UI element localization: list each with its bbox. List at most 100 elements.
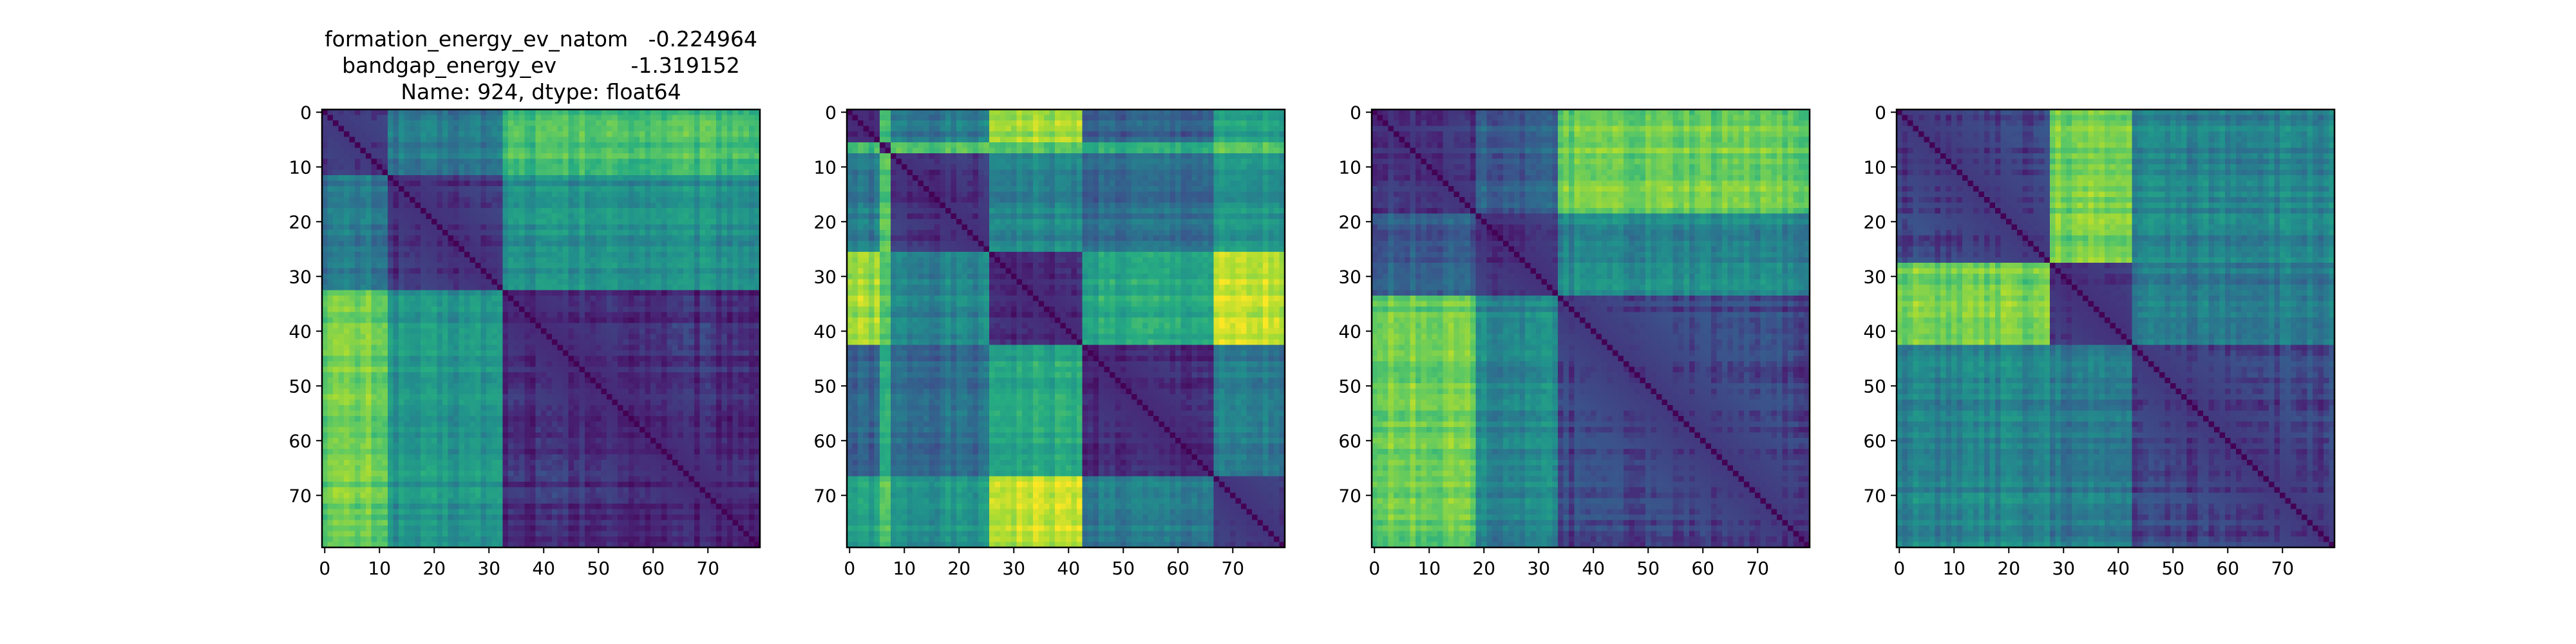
- heatmap-cell: [464, 350, 470, 356]
- heatmap-cell: [639, 350, 645, 356]
- heatmap-cell: [344, 115, 350, 121]
- heatmap-cell: [700, 317, 706, 323]
- heatmap-cell: [344, 247, 350, 252]
- heatmap-cell: [563, 175, 569, 181]
- heatmap-cell: [355, 422, 361, 428]
- heatmap-cell: [694, 422, 700, 428]
- heatmap-cell: [618, 296, 623, 301]
- heatmap-cell: [355, 142, 361, 148]
- heatmap-cell: [585, 230, 591, 236]
- heatmap-cell: [530, 444, 536, 450]
- heatmap-cell: [749, 433, 755, 439]
- heatmap-cell: [623, 356, 629, 362]
- heatmap-cell: [591, 181, 596, 187]
- heatmap-cell: [361, 405, 366, 411]
- heatmap-cell: [492, 279, 498, 285]
- heatmap-cell: [650, 334, 656, 340]
- heatmap-cell: [393, 142, 399, 148]
- heatmap-cell: [426, 394, 432, 400]
- heatmap-cell: [453, 312, 459, 318]
- heatmap-cell: [366, 159, 372, 165]
- heatmap-cell: [569, 400, 574, 406]
- heatmap-cell: [508, 323, 514, 329]
- heatmap-cell: [530, 175, 536, 181]
- heatmap-cell: [733, 208, 739, 214]
- heatmap-cell: [470, 148, 476, 154]
- heatmap-cell: [437, 274, 443, 279]
- heatmap-cell: [459, 378, 465, 384]
- heatmap-cell: [612, 225, 618, 231]
- heatmap-cell: [552, 241, 558, 247]
- heatmap-cell: [503, 192, 509, 198]
- heatmap-cell: [344, 131, 350, 137]
- heatmap-cell: [383, 159, 388, 165]
- heatmap-cell: [437, 350, 443, 356]
- heatmap-cell: [377, 394, 383, 400]
- heatmap-cell: [705, 290, 711, 296]
- heatmap-cell: [722, 274, 728, 279]
- heatmap-cell: [459, 328, 465, 334]
- heatmap-cell: [612, 214, 618, 220]
- heatmap-cell: [585, 252, 591, 258]
- heatmap-cell: [453, 356, 459, 362]
- heatmap-cell: [607, 153, 612, 159]
- heatmap-cell: [596, 153, 601, 159]
- heatmap-cell: [388, 290, 393, 296]
- heatmap-cell: [388, 241, 393, 247]
- heatmap-cell: [481, 427, 487, 433]
- heatmap-cell: [650, 312, 656, 318]
- heatmap-cell: [623, 186, 629, 192]
- heatmap-cell: [344, 290, 350, 296]
- heatmap-cell: [486, 148, 492, 154]
- heatmap-cell: [678, 444, 684, 450]
- heatmap-cell: [716, 258, 722, 263]
- heatmap-cell: [738, 126, 744, 132]
- heatmap-cell: [399, 197, 404, 203]
- heatmap-cell: [530, 148, 536, 154]
- heatmap-cell: [722, 170, 728, 176]
- heatmap-cell: [623, 236, 629, 242]
- heatmap-cell: [492, 274, 498, 279]
- heatmap-cell: [574, 181, 580, 187]
- heatmap-cell: [618, 444, 623, 450]
- heatmap-cell: [629, 109, 634, 115]
- heatmap-cell: [733, 427, 739, 433]
- heatmap-cell: [683, 263, 689, 269]
- heatmap-cell: [530, 334, 536, 340]
- heatmap-cell: [388, 208, 393, 214]
- heatmap-cell: [541, 131, 547, 137]
- heatmap-cell: [672, 142, 678, 148]
- heatmap-cell: [678, 192, 684, 198]
- heatmap-cell: [361, 323, 366, 329]
- heatmap-cell: [733, 350, 739, 356]
- heatmap-cell: [421, 323, 426, 329]
- heatmap-cell: [536, 153, 542, 159]
- heatmap-cell: [650, 225, 656, 231]
- heatmap-cell: [552, 164, 558, 170]
- heatmap-cell: [503, 307, 509, 312]
- heatmap-cell: [689, 372, 695, 378]
- heatmap-cell: [738, 378, 744, 384]
- heatmap-cell: [722, 148, 728, 154]
- heatmap-cell: [361, 307, 366, 312]
- heatmap-cell: [563, 389, 569, 395]
- heatmap-cell: [421, 214, 426, 220]
- heatmap-cell: [683, 400, 689, 406]
- heatmap-cell: [481, 186, 487, 192]
- heatmap-cell: [716, 225, 722, 231]
- heatmap-cell: [328, 394, 334, 400]
- heatmap-cell: [536, 378, 542, 384]
- heatmap-cell: [431, 164, 437, 170]
- heatmap-cell: [738, 405, 744, 411]
- heatmap-cell: [464, 356, 470, 362]
- heatmap-cell: [508, 285, 514, 290]
- heatmap-cell: [607, 444, 612, 450]
- heatmap-cell: [689, 367, 695, 373]
- heatmap-cell: [470, 367, 476, 373]
- heatmap-cell: [650, 236, 656, 242]
- heatmap-cell: [519, 170, 525, 176]
- heatmap-cell: [591, 400, 596, 406]
- heatmap-cell: [377, 126, 383, 132]
- heatmap-cell: [459, 137, 465, 143]
- heatmap-cell: [563, 301, 569, 307]
